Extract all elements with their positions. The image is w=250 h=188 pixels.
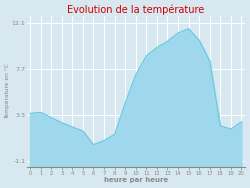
X-axis label: heure par heure: heure par heure (104, 177, 168, 183)
Y-axis label: Température en °C: Température en °C (5, 64, 10, 119)
Title: Evolution de la température: Evolution de la température (67, 5, 204, 15)
